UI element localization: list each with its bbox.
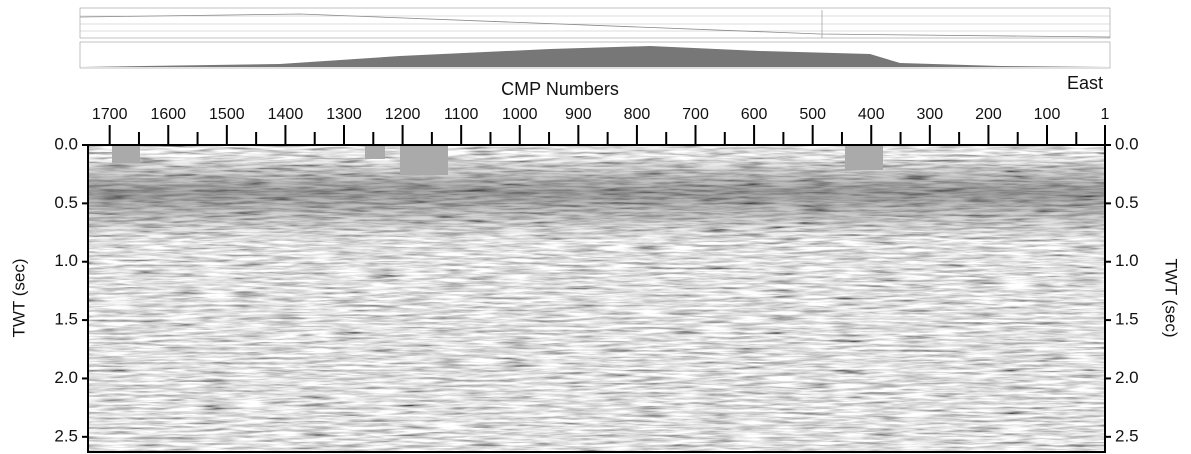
cmp-tick-label: 1300: [326, 106, 362, 123]
top-axis-title: CMP Numbers: [501, 79, 619, 99]
right-axis-title: TWT (sec): [1162, 258, 1181, 337]
twt-tick-label-right: 0.5: [1115, 193, 1139, 212]
cmp-tick-label: 200: [975, 106, 1002, 123]
overview-strips: [80, 8, 1110, 68]
twt-tick-label-right: 1.0: [1115, 251, 1139, 270]
twt-tick-label-right: 1.5: [1115, 310, 1139, 329]
cmp-tick-label: 900: [565, 106, 592, 123]
cmp-tick-label: 300: [916, 106, 943, 123]
cmp-tick-label: 1700: [92, 106, 128, 123]
cmp-tick-label: 600: [741, 106, 768, 123]
cmp-tick-label: 100: [1034, 106, 1061, 123]
twt-tick-label-left: 1.0: [54, 251, 78, 270]
twt-tick-label-left: 2.0: [54, 368, 78, 387]
cmp-tick-label: 1100: [444, 106, 479, 123]
twt-tick-label-right: 2.0: [1115, 368, 1139, 387]
cmp-tick-label: 1: [1101, 106, 1110, 123]
cmp-tick-label: 1600: [150, 106, 186, 123]
twt-tick-label-left: 0.0: [54, 134, 78, 153]
cmp-tick-label: 1500: [209, 106, 245, 123]
twt-tick-label-left: 0.5: [54, 193, 78, 212]
twt-tick-label-right: 2.5: [1115, 426, 1139, 445]
direction-label: East: [1067, 73, 1103, 93]
cmp-tick-label: 1000: [502, 106, 538, 123]
twt-tick-label-right: 0.0: [1115, 134, 1139, 153]
cmp-tick-label: 1200: [385, 106, 421, 123]
cmp-tick-label: 1400: [268, 106, 304, 123]
cmp-tick-label: 400: [858, 106, 885, 123]
twt-tick-label-left: 2.5: [54, 426, 78, 445]
cmp-tick-label: 500: [799, 106, 826, 123]
cmp-tick-label: 700: [682, 106, 709, 123]
left-axis-title: TWT (sec): [9, 258, 28, 337]
seismic-section: [88, 145, 1105, 452]
twt-tick-label-left: 1.5: [54, 310, 78, 329]
cmp-tick-label: 800: [624, 106, 651, 123]
seismic-figure: CMP Numbers East TWT (sec) TWT (sec) 170…: [0, 0, 1191, 454]
